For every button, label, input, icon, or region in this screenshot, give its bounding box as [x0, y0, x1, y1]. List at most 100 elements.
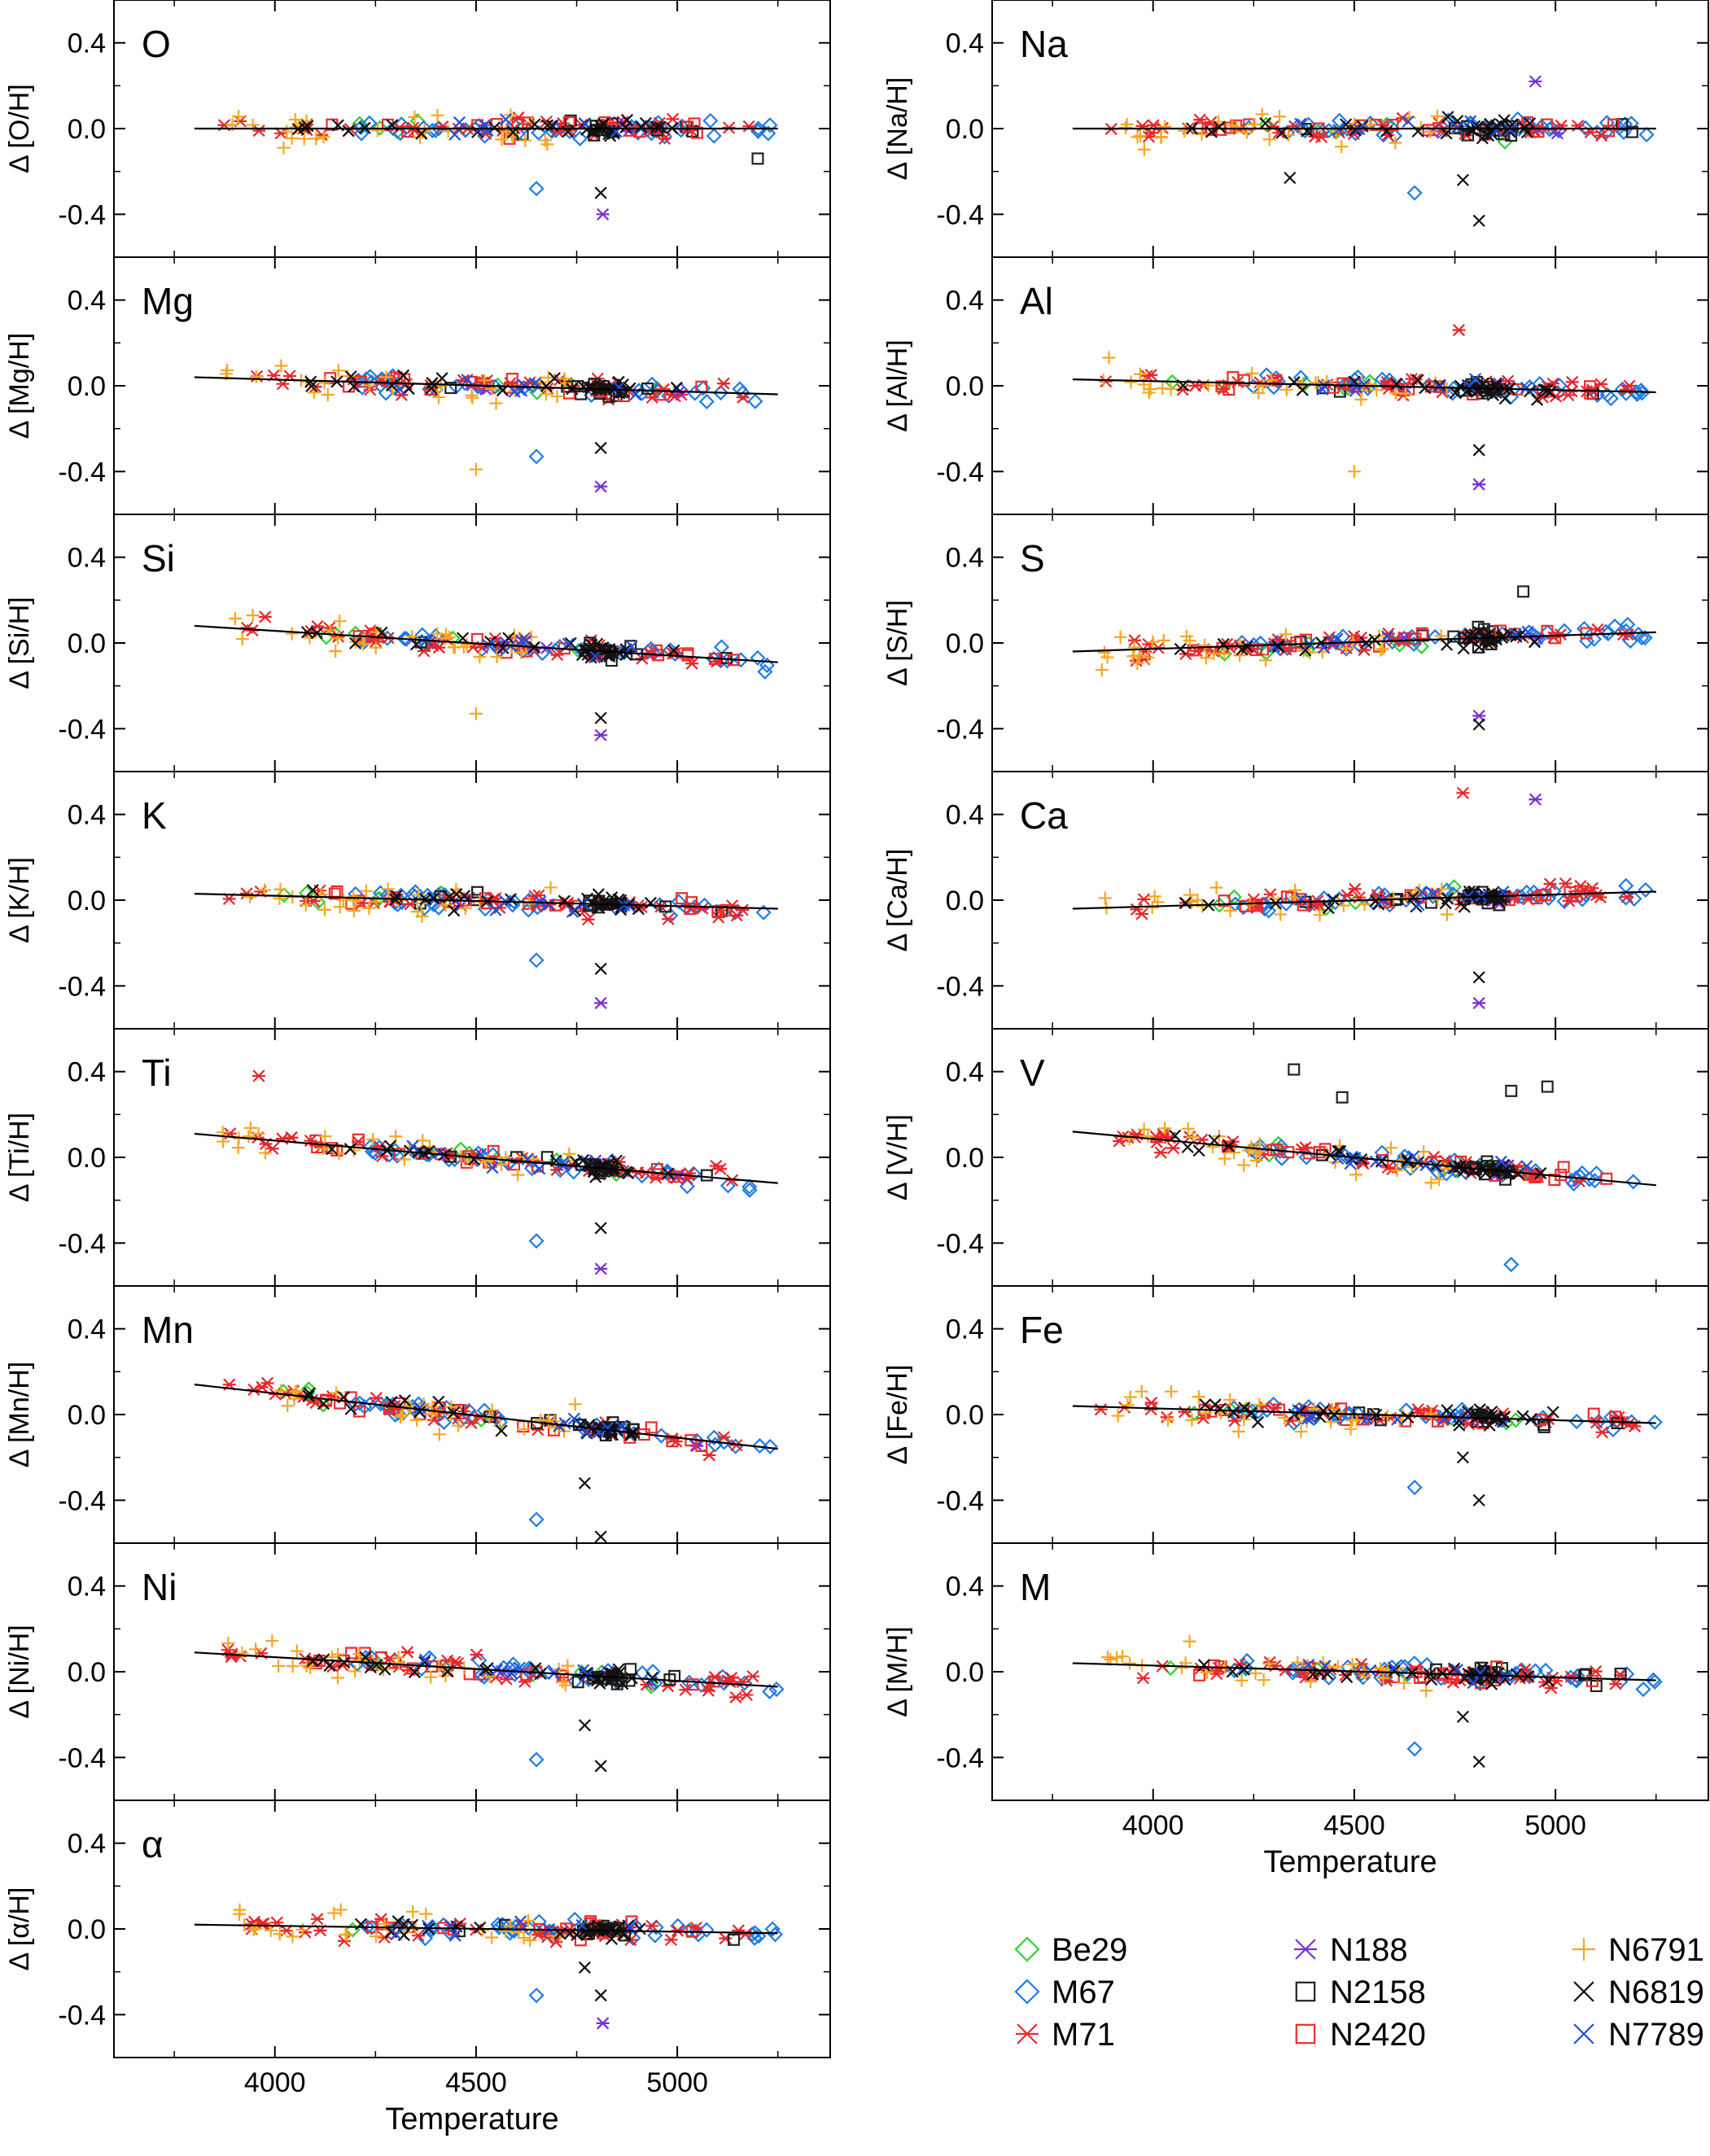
- point-outlier-N188: [1472, 478, 1486, 491]
- point-N2420: [1555, 1168, 1568, 1181]
- point-M71: [1544, 1682, 1558, 1695]
- point-N2420: [711, 905, 724, 918]
- point-N7789: [1467, 1677, 1480, 1690]
- point-N2420: [1529, 1171, 1542, 1184]
- point-N6819: [1272, 641, 1285, 654]
- point-N6819: [1534, 1166, 1547, 1180]
- point-outlier-N6819: [578, 1476, 592, 1489]
- point-M71: [1154, 1146, 1168, 1159]
- point-N6791: [415, 909, 429, 923]
- legend-marker-N6791: [1572, 1938, 1595, 1961]
- point-N6791: [1279, 628, 1292, 641]
- point-outlier-N2158: [1288, 1063, 1301, 1076]
- point-N6819: [1479, 383, 1492, 396]
- point-N6791: [331, 1647, 345, 1661]
- point-N6791: [1145, 901, 1159, 915]
- point-N7789: [1415, 886, 1428, 899]
- y-tick-label: -0.4: [936, 714, 984, 745]
- point-outlier-M71: [1456, 786, 1470, 799]
- point-N6791: [297, 132, 311, 146]
- point-N6819: [667, 644, 680, 657]
- fit-line: [1072, 631, 1656, 653]
- y-tick-label: -0.4: [58, 714, 106, 745]
- data-points: [1096, 323, 1651, 491]
- point-M71: [664, 1933, 678, 1946]
- point-N2420: [470, 632, 483, 645]
- point-M71: [645, 1919, 659, 1932]
- point-N6791: [231, 1141, 245, 1155]
- point-M67: [1374, 1144, 1390, 1161]
- point-N6791: [1209, 881, 1223, 894]
- point-M67: [706, 1429, 722, 1445]
- point-N6791: [473, 650, 487, 664]
- y-tick-label: 0.4: [68, 1314, 106, 1345]
- point-M67: [698, 393, 715, 410]
- point-outlier-M67: [528, 448, 544, 465]
- point-N6819: [1349, 124, 1362, 137]
- legend-marker-N6819: [1573, 1981, 1594, 2002]
- point-N6819: [323, 1660, 336, 1673]
- point-N6791: [329, 645, 343, 658]
- point-M71: [1166, 1142, 1180, 1155]
- point-N6791: [1424, 1176, 1438, 1190]
- point-M67: [1637, 630, 1653, 646]
- point-N188: [1550, 127, 1564, 140]
- point-M71: [1585, 881, 1599, 894]
- point-N7789: [489, 903, 502, 916]
- point-N6791: [333, 900, 347, 914]
- point-outlier-N6819: [594, 711, 607, 724]
- point-N6791: [489, 396, 503, 410]
- point-outlier-N6819: [594, 441, 607, 454]
- point-M67: [1568, 1413, 1585, 1430]
- point-N6791: [336, 893, 350, 907]
- point-M67: [733, 652, 749, 668]
- point-N6791: [347, 904, 361, 918]
- point-outlier-M67: [528, 181, 544, 197]
- point-N7789: [519, 634, 532, 647]
- point-N7789: [505, 1667, 518, 1680]
- point-N6791: [1133, 367, 1147, 381]
- point-outlier-N6819: [594, 186, 607, 199]
- point-N7789: [448, 128, 461, 141]
- fit-line: [194, 1132, 778, 1184]
- point-N6791: [285, 627, 299, 641]
- point-N2420: [649, 644, 663, 657]
- point-N6819: [602, 128, 615, 141]
- point-outlier-N6819: [1472, 214, 1485, 227]
- point-N6791: [286, 1930, 300, 1944]
- y-tick-label: 0.4: [946, 1572, 984, 1603]
- point-N2420: [560, 1922, 573, 1935]
- element-label: Ca: [1020, 794, 1068, 837]
- y-axis-label: Δ [Si/H]: [4, 597, 35, 689]
- data-points: [1104, 75, 1655, 227]
- panel-Fe: 0.4 0.0 -0.4 Δ [Fe/H] Fe: [882, 1285, 1709, 1544]
- point-N7789: [1295, 893, 1308, 906]
- point-N6791: [481, 1153, 495, 1167]
- legend-entry-N6791: N6791: [1572, 1932, 1704, 1968]
- point-N2420: [1532, 125, 1545, 138]
- x-tick-label: 4000: [244, 2067, 306, 2098]
- point-N2420: [1580, 627, 1593, 640]
- point-N6791: [1252, 386, 1266, 400]
- point-M67: [1600, 625, 1616, 641]
- point-N2420: [1603, 125, 1616, 138]
- point-N6791: [562, 1147, 576, 1161]
- panel-frame: [113, 1542, 831, 1801]
- point-M71: [1160, 1410, 1174, 1423]
- point-M67: [1619, 1666, 1635, 1682]
- point-N6791: [440, 628, 453, 641]
- point-N6791: [1227, 1146, 1241, 1160]
- point-M67: [1633, 630, 1650, 646]
- point-N7789: [508, 385, 521, 398]
- point-outlier-N6819: [1472, 718, 1485, 731]
- y-tick-label: 0.4: [68, 286, 106, 317]
- point-M67: [373, 1396, 389, 1412]
- y-tick-label: -0.4: [58, 199, 106, 230]
- point-M71: [337, 1935, 351, 1948]
- panel-Mn: 0.4 0.0 -0.4 Δ [Mn/H] Mn: [4, 1285, 831, 1544]
- x-axis-label: Temperature: [1263, 1845, 1437, 1879]
- point-N6791: [518, 133, 532, 147]
- point-N6791: [1273, 110, 1287, 124]
- point-N6819: [616, 1677, 629, 1690]
